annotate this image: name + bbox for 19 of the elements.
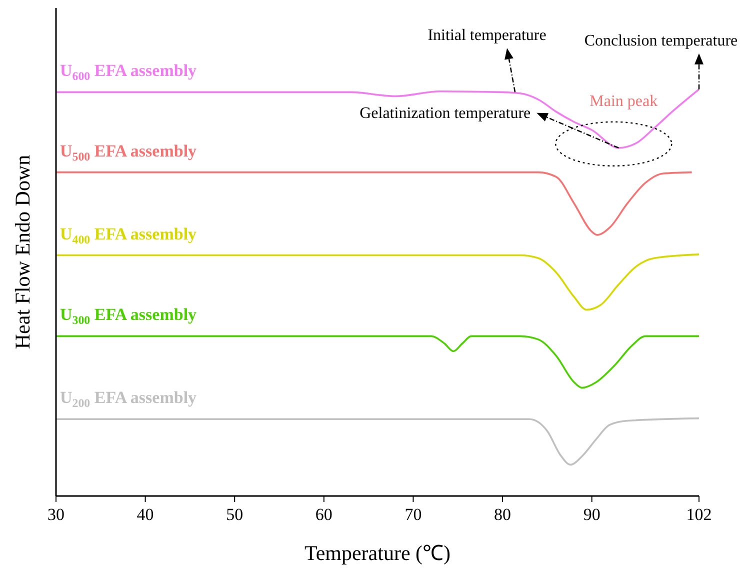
x-tick-label: 60 xyxy=(315,505,332,524)
annotation: Initial temperature xyxy=(428,27,546,44)
annotation: Main peak xyxy=(590,92,658,110)
x-tick-label: 80 xyxy=(494,505,512,524)
series-label: U$_{600}$ EFA assembly xyxy=(60,61,198,83)
x-axis-title: Temperature (℃) xyxy=(304,541,451,565)
x-tick-label: 102 xyxy=(686,505,712,524)
x-tick-label: 40 xyxy=(136,505,154,524)
series-label: U$_{400}$ EFA assembly xyxy=(60,224,198,246)
annotation: Conclusion temperature xyxy=(584,32,738,50)
annotation: Gelatinization temperature xyxy=(360,104,531,122)
series-label: U$_{500}$ EFA assembly xyxy=(60,141,198,163)
series-label: U$_{300}$ EFA assembly xyxy=(60,305,198,327)
y-axis-title: Heat Flow Endo Down xyxy=(10,154,34,350)
series-label: U$_{200}$ EFA assembly xyxy=(60,388,198,410)
x-tick-label: 30 xyxy=(48,505,64,524)
x-tick-label: 50 xyxy=(226,505,244,524)
x-tick-label: 90 xyxy=(583,505,600,524)
x-tick-label: 70 xyxy=(404,505,422,524)
